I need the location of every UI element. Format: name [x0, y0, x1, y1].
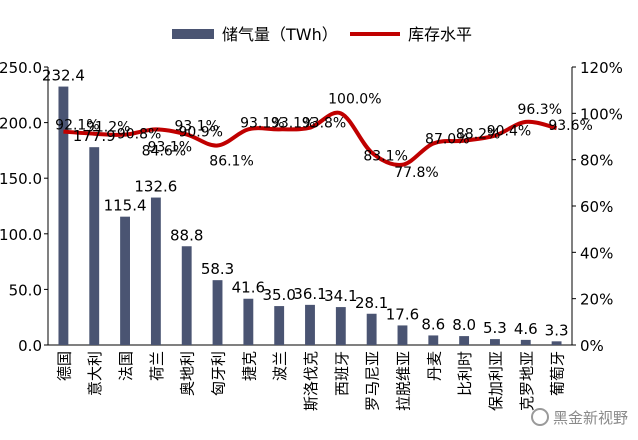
line-value-label: 93.1%: [271, 115, 315, 131]
bar-value-label: 115.4: [104, 197, 147, 215]
category-label: 保加利亚: [487, 351, 505, 411]
bar: [551, 341, 562, 345]
category-label: 波兰: [271, 351, 289, 381]
right-tick-label: 60%: [580, 198, 613, 216]
bar-value-label: 35.0: [262, 286, 295, 304]
category-label: 意大利: [86, 351, 104, 396]
left-tick-label: 200.0: [0, 115, 42, 133]
line-value-label: 86.1%: [209, 154, 253, 170]
category-label: 罗马尼亚: [364, 351, 382, 411]
line-value-label: 90.4%: [487, 124, 531, 140]
category-label: 克罗地亚: [518, 351, 536, 411]
bar-value-label: 34.1: [324, 287, 357, 305]
category-label: 拉脱维亚: [394, 351, 412, 411]
line-value-label: 93.1%: [148, 139, 192, 155]
category-label: 德国: [55, 351, 73, 381]
category-label: 荷兰: [148, 351, 166, 381]
bar: [243, 298, 254, 345]
bar: [305, 304, 315, 345]
bar: [181, 246, 192, 345]
legend-line-label: 库存水平: [408, 25, 472, 44]
bar-value-label: 17.6: [386, 305, 419, 323]
bar-value-label: 4.6: [514, 320, 538, 338]
line-value-label: 93.6%: [548, 118, 592, 134]
line-value-label: 90.8%: [117, 127, 161, 143]
category-label: 西班牙: [333, 351, 351, 396]
category-label: 比利时: [456, 351, 474, 396]
category-label: 葡萄牙: [549, 351, 567, 396]
bar-value-label: 88.8: [170, 226, 203, 244]
line-value-label: 92.1%: [55, 118, 99, 134]
bar-value-label: 3.3: [545, 321, 569, 339]
line-value-label: 90.9%: [178, 124, 222, 140]
line-value-label: 93.8%: [302, 116, 346, 132]
bar-value-label: 36.1: [293, 285, 326, 303]
line-value-label: 88.2%: [456, 127, 500, 143]
category-label: 奥地利: [179, 351, 197, 396]
bar-value-label: 41.6: [232, 279, 265, 297]
watermark: 黑金新视野: [530, 407, 628, 428]
bar-value-label: 232.4: [42, 67, 85, 85]
line-value-label: 93.1%: [174, 118, 218, 134]
category-label: 法国: [117, 351, 135, 381]
bar: [490, 339, 500, 345]
bar: [428, 335, 439, 345]
right-tick-label: 0%: [580, 337, 604, 355]
line-value-label: 87.0%: [425, 131, 469, 147]
bar-value-label: 58.3: [201, 260, 234, 278]
bar-value-label: 28.1: [355, 294, 388, 312]
bar: [520, 339, 531, 345]
line-value-label: 93.1%: [240, 115, 284, 131]
bar: [397, 325, 408, 345]
left-tick-label: 100.0: [0, 226, 42, 244]
bar: [150, 197, 161, 345]
inventory-line: [63, 110, 558, 168]
bar: [120, 216, 130, 345]
line-value-label: 83.1%: [363, 148, 407, 164]
bar: [459, 336, 470, 345]
line-value-label: 96.3%: [518, 102, 562, 118]
bar-value-label: 8.0: [452, 316, 476, 334]
line-value-label: 77.8%: [394, 165, 438, 181]
left-tick-label: 150.0: [0, 170, 42, 188]
right-tick-label: 80%: [580, 152, 613, 170]
watermark-text: 黑金新视野: [552, 409, 628, 427]
bar: [89, 147, 100, 345]
bar: [274, 306, 285, 345]
circle-logo-icon: [530, 408, 549, 426]
line-value-label: 84.6%: [142, 143, 186, 159]
category-label: 斯洛伐克: [302, 351, 320, 411]
right-tick-label: 20%: [580, 291, 613, 309]
bar-value-label: 5.3: [483, 319, 507, 337]
left-tick-label: 50.0: [9, 281, 42, 299]
left-tick-label: 0.0: [18, 337, 42, 355]
bar: [366, 313, 377, 345]
right-tick-label: 40%: [580, 244, 613, 262]
right-tick-label: 120%: [580, 59, 623, 77]
bar-value-label: 8.6: [421, 315, 445, 333]
bar: [58, 86, 69, 345]
right-tick-label: 100%: [580, 105, 623, 123]
legend-bar-label: 储气量（TWh）: [222, 25, 338, 44]
legend-bar-swatch: [172, 29, 214, 39]
line-value-label: 100.0%: [328, 91, 381, 107]
left-tick-label: 250.0: [0, 59, 42, 77]
category-label: 捷克: [240, 351, 258, 381]
bar: [212, 280, 223, 345]
bar-value-label: 177.9: [73, 127, 116, 145]
category-label: 匈牙利: [210, 351, 228, 396]
line-value-label: 91.2%: [86, 120, 130, 136]
bar-value-label: 132.6: [134, 178, 177, 196]
category-label: 丹麦: [425, 351, 443, 381]
bar: [335, 307, 346, 345]
